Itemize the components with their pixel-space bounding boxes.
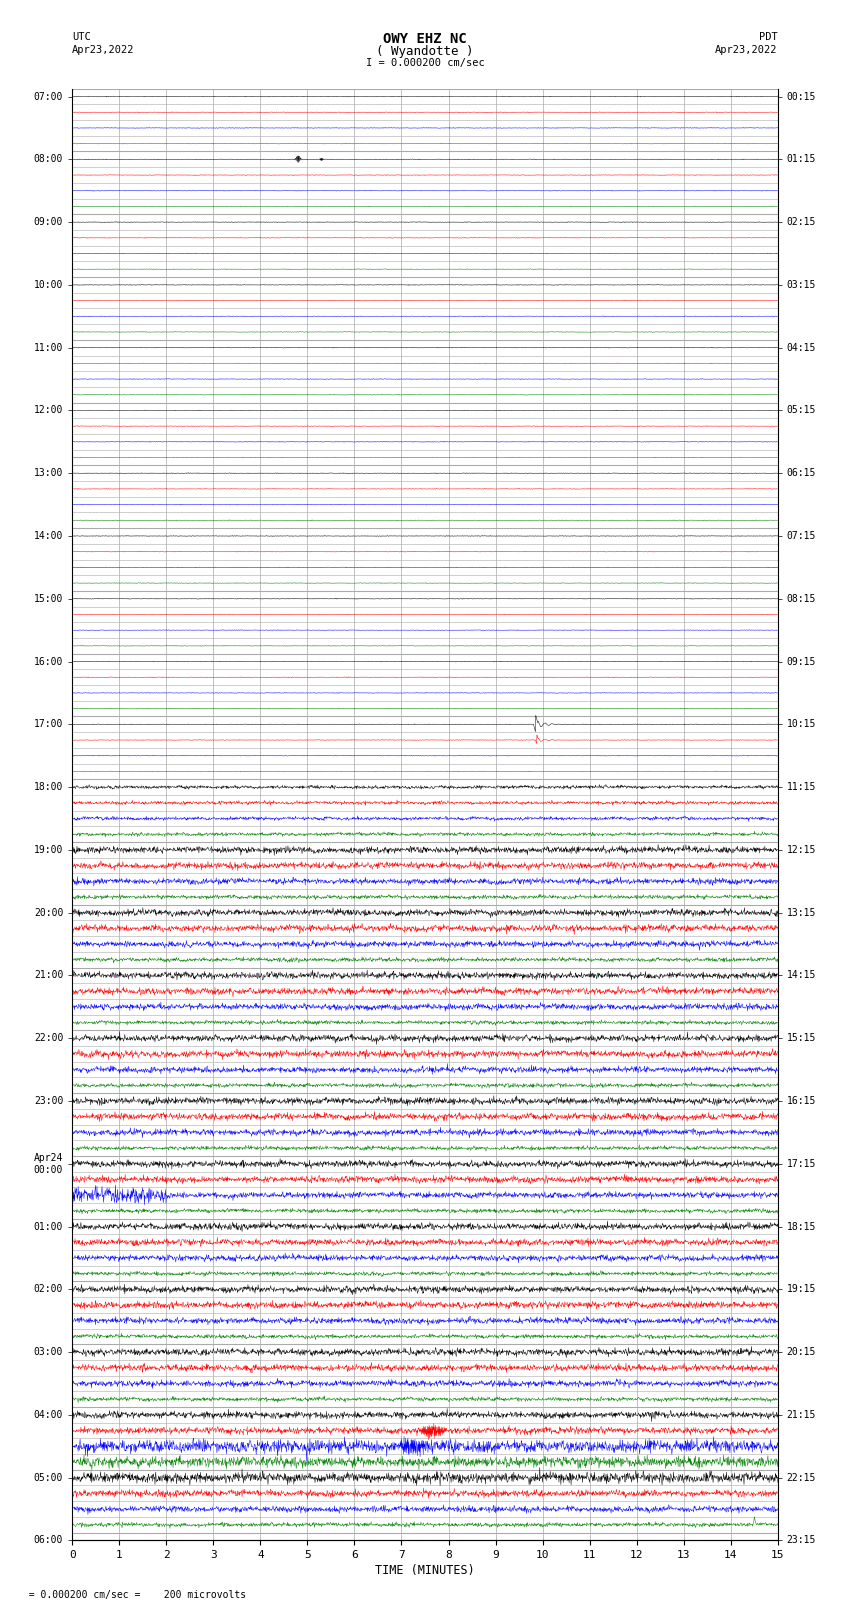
X-axis label: TIME (MINUTES): TIME (MINUTES) [375, 1565, 475, 1578]
Text: Apr23,2022: Apr23,2022 [715, 45, 778, 55]
Text: PDT: PDT [759, 32, 778, 42]
Text: I = 0.000200 cm/sec: I = 0.000200 cm/sec [366, 58, 484, 68]
Text: = 0.000200 cm/sec =    200 microvolts: = 0.000200 cm/sec = 200 microvolts [17, 1590, 246, 1600]
Text: ( Wyandotte ): ( Wyandotte ) [377, 45, 473, 58]
Text: OWY EHZ NC: OWY EHZ NC [383, 32, 467, 47]
Text: UTC: UTC [72, 32, 91, 42]
Text: Apr23,2022: Apr23,2022 [72, 45, 135, 55]
